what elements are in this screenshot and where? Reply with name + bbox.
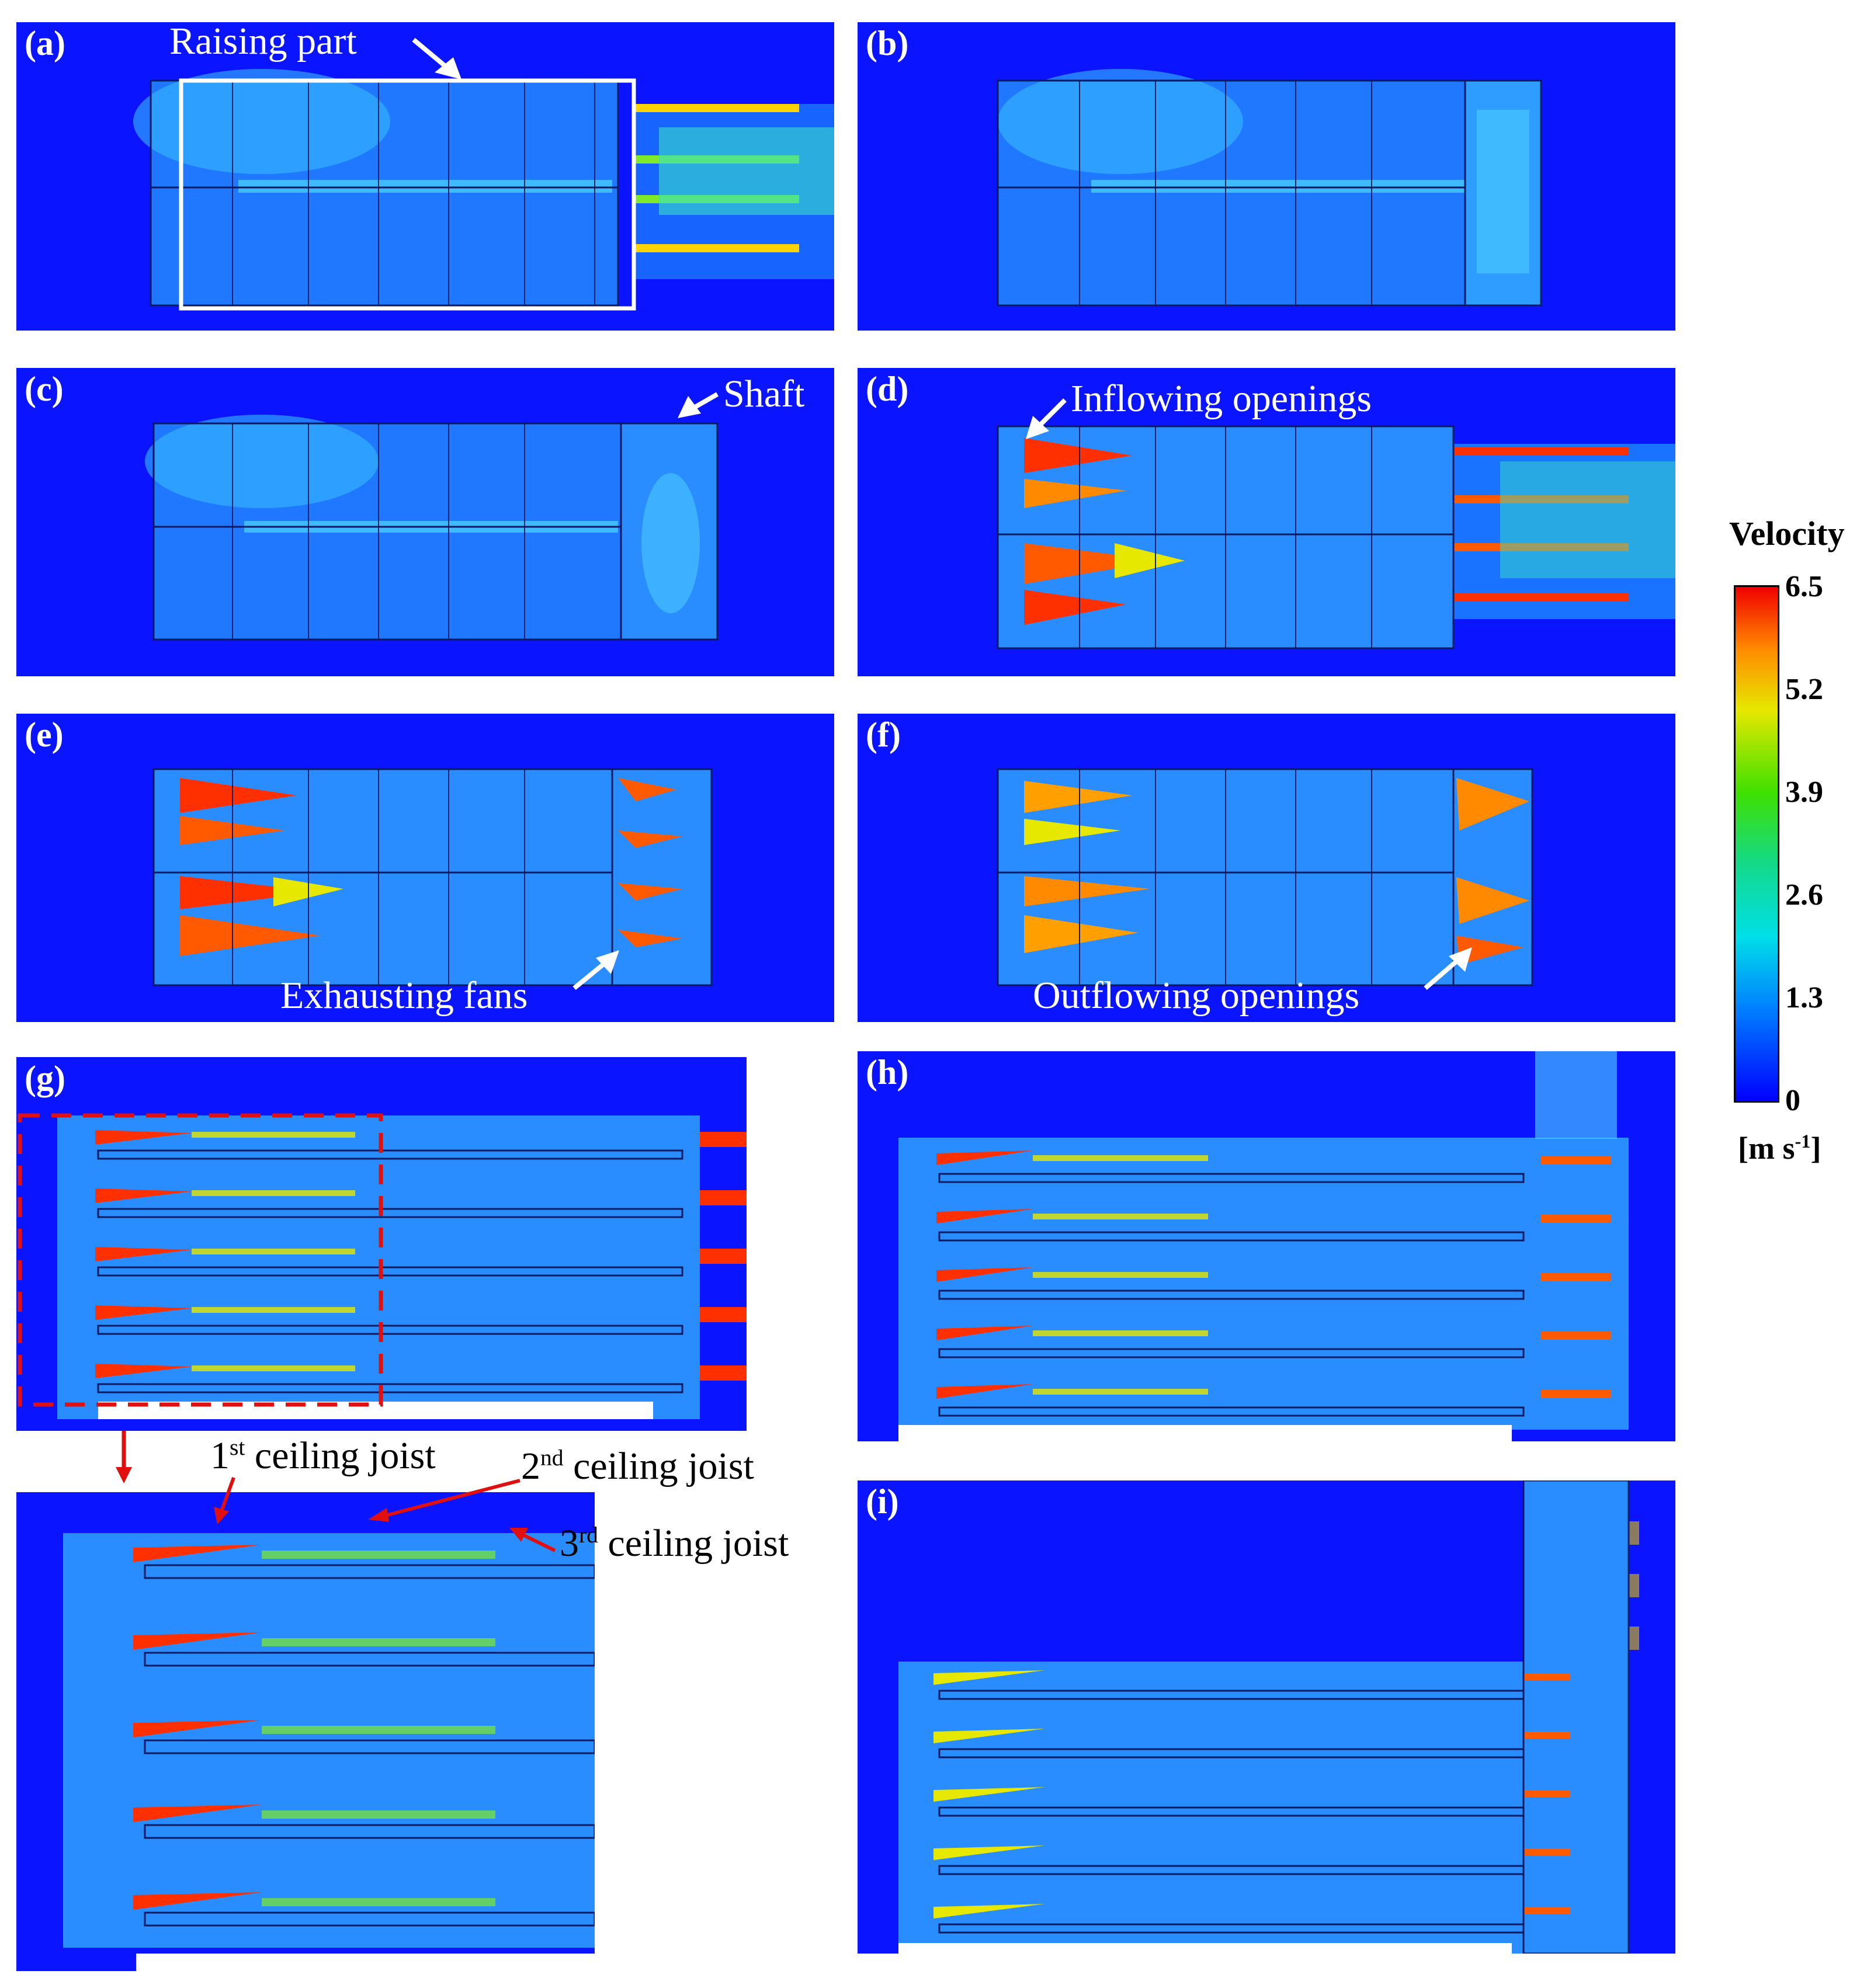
panel-f: (f) Outflowing openings [858,714,1675,1022]
unit-main: [m s [1738,1131,1795,1166]
velocity-contour-f [997,768,1533,986]
velocity-contour-e [152,768,713,986]
velocity-contour-g-zoom [63,1533,595,1971]
panel-c: (c) Shaft [16,368,834,676]
joist-number: 1 [210,1434,230,1477]
panel-d: (d) Inflowing openings [858,368,1675,676]
panel-e: (e) Exhausting fans [16,714,834,1022]
colorbar-title: Velocity [1729,515,1845,552]
arrow-icon [572,950,619,990]
annotation-exhausting-fans: Exhausting fans [280,974,528,1017]
joist-suffix: rd [579,1522,598,1548]
unit-end: ] [1810,1131,1821,1166]
velocity-contour-i [898,1480,1639,1954]
joist-number: 3 [560,1522,579,1565]
panel-label: (b) [866,24,909,62]
colorbar-tick: 2.6 [1785,878,1823,912]
unit-sup: -1 [1795,1131,1811,1152]
panel-label: (f) [866,715,901,754]
velocity-contour-g [18,1113,747,1419]
annotation-raising-part: Raising part [169,22,357,62]
arrow-icon [412,37,461,79]
annotation-shaft: Shaft [723,373,805,415]
arrow-icon [1424,947,1472,990]
colorbar-tick: 5.2 [1785,673,1823,706]
label-joist-3: 3rd ceiling joist [560,1522,789,1565]
velocity-contour-b [997,69,1542,307]
label-joist-1: 1st ceiling joist [210,1434,436,1477]
panel-g-zoom [16,1492,595,1971]
velocity-contour-h [898,1051,1629,1441]
colorbar-tick: 6.5 [1785,570,1823,603]
panel-label: (d) [866,370,909,408]
joist-suffix: st [230,1434,245,1460]
colorbar-tick: 0 [1785,1084,1800,1117]
panel-h: (h) [858,1051,1675,1441]
panel-a: (a) Raising part [16,22,834,331]
panel-g: (g) [16,1057,747,1431]
panel-label: (e) [25,715,64,754]
joist-text: ceiling joist [563,1445,754,1487]
joist-text: ceiling joist [598,1522,789,1565]
raising-part-box [179,78,636,311]
panel-b: (b) [858,22,1675,331]
joist-suffix: nd [540,1445,564,1471]
colorbar [1734,585,1779,1103]
label-joist-2: 2nd ceiling joist [521,1445,754,1487]
colorbar-unit: [m s-1] [1738,1130,1821,1166]
annotation-inflowing-openings: Inflowing openings [1071,377,1372,420]
panel-label: (a) [25,24,65,62]
joist-text: ceiling joist [245,1434,436,1477]
annotation-outflowing-openings: Outflowing openings [1033,974,1360,1017]
velocity-contour-d [997,425,1675,649]
arrow-icon [1026,398,1067,439]
velocity-contour-a [133,69,834,311]
panel-label: (c) [25,370,64,408]
zoom-region-box [18,1113,383,1407]
panel-label: (h) [866,1053,909,1092]
panel-i: (i) [858,1480,1675,1954]
colorbar-tick: 1.3 [1785,981,1823,1014]
joist-number: 2 [521,1445,540,1487]
colorbar-tick: 3.9 [1785,776,1823,809]
panel-label: (g) [25,1059,65,1097]
arrow-icon [678,392,719,418]
velocity-contour-c [145,415,719,641]
panel-label: (i) [866,1482,899,1521]
